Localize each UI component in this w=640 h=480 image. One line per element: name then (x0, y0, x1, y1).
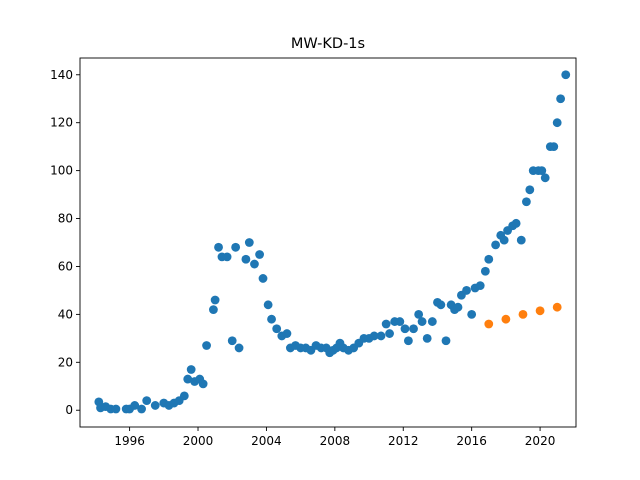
data-point (511, 218, 521, 228)
data-point (202, 341, 211, 350)
data-point (282, 329, 292, 338)
data-point (499, 235, 509, 245)
data-point (267, 314, 276, 324)
data-point (385, 329, 394, 338)
x-tick-label: 2020 (525, 434, 556, 448)
data-point (427, 317, 437, 326)
data-point (540, 173, 550, 183)
y-tick-label: 40 (58, 307, 73, 321)
data-point (130, 401, 140, 410)
data-point (272, 324, 282, 334)
data-point (556, 94, 566, 104)
data-point (462, 286, 471, 295)
data-point (414, 309, 424, 319)
data-point (403, 336, 413, 346)
data-point (183, 374, 193, 384)
data-point (381, 319, 391, 329)
data-point (241, 254, 251, 264)
data-point (255, 250, 264, 259)
data-point (395, 317, 405, 326)
axes: 1996 2000 2004 2008 2012 2016 2020 0 20 40 60 80 100… (50, 57, 577, 448)
x-tick-label: 2004 (251, 434, 282, 448)
data-point (263, 300, 273, 310)
data-point (422, 333, 432, 343)
data-point (111, 404, 121, 414)
y-tick-label: 20 (58, 355, 73, 369)
chart-title: MW-KD-1s (291, 36, 365, 52)
data-point (491, 240, 501, 250)
y-tick-label: 0 (65, 403, 73, 417)
data-point (400, 324, 410, 334)
data-point (467, 309, 477, 319)
y-tick-label: 140 (50, 68, 73, 82)
data-point (209, 305, 218, 314)
data-point (137, 404, 146, 414)
data-point (244, 238, 254, 247)
y-tick-label: 100 (50, 164, 73, 178)
x-tick-label: 2008 (320, 434, 351, 448)
data-point (484, 254, 494, 264)
data-point (222, 252, 232, 262)
data-point (522, 197, 531, 207)
data-point (409, 324, 418, 334)
y-tick-label: 60 (58, 259, 73, 273)
data-point (501, 314, 511, 324)
x-tick-label: 2016 (456, 434, 487, 448)
data-point (436, 300, 446, 310)
data-point (525, 185, 535, 195)
data-point (250, 259, 259, 269)
data-point (231, 242, 241, 252)
x-tick-label: 2000 (183, 434, 214, 448)
y-tick-label: 80 (58, 212, 73, 226)
data-point (234, 343, 244, 353)
data-point (561, 70, 571, 80)
data-point (475, 281, 485, 291)
data-point (186, 365, 196, 374)
data-point (417, 317, 427, 326)
data-point (227, 336, 237, 346)
data-point (210, 295, 220, 305)
data-point (516, 235, 526, 245)
data-point (376, 331, 386, 341)
data-point (441, 336, 451, 346)
data-point (552, 118, 562, 128)
data-points (94, 70, 571, 414)
data-point (198, 379, 208, 389)
data-point (214, 242, 223, 252)
data-point (369, 331, 379, 341)
data-point (552, 302, 562, 312)
data-point (537, 166, 547, 176)
data-point (480, 266, 490, 276)
y-tick-label: 120 (50, 116, 73, 130)
data-point (518, 309, 528, 319)
data-point (258, 274, 268, 283)
data-point (150, 401, 160, 410)
data-point (484, 319, 494, 329)
data-point (179, 391, 189, 401)
plot-frame (79, 57, 577, 428)
data-point (535, 306, 545, 316)
data-point (549, 142, 559, 152)
data-point (142, 396, 152, 406)
x-tick-label: 1996 (114, 434, 145, 448)
x-tick-label: 2012 (388, 434, 419, 448)
data-point (453, 302, 463, 312)
